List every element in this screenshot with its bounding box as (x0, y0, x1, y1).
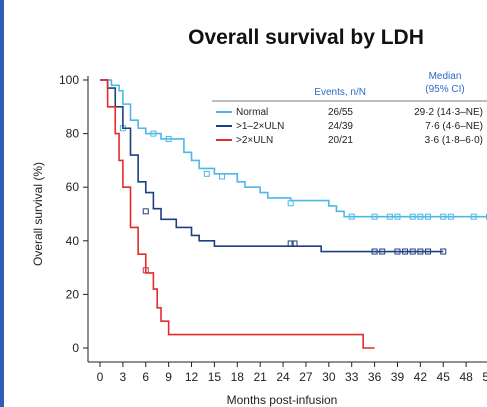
censor-mark-normal (470, 213, 477, 220)
x-tick-label: 36 (368, 370, 382, 384)
censor-mark-normal (409, 213, 416, 220)
y-tick-label: 60 (66, 180, 80, 194)
x-tick-label: 6 (142, 370, 149, 384)
legend-header-events: Events, n/N (314, 87, 366, 98)
censor-mark-1-2-uln (291, 240, 298, 247)
x-axis-label: Months post-infusion (227, 393, 338, 407)
censor-mark-1-2-uln (409, 248, 416, 255)
x-tick-label: 24 (276, 370, 290, 384)
censor-mark-1-2-uln (287, 240, 294, 247)
censor-mark-normal (287, 200, 294, 207)
y-axis-label: Overall survival (%) (31, 162, 45, 266)
x-tick-label: 12 (185, 370, 199, 384)
censor-mark-normal (386, 213, 393, 220)
x-tick-label: 9 (165, 370, 172, 384)
curves (100, 79, 487, 349)
x-tick-label: 0 (97, 370, 104, 384)
censor-mark-1-2-uln (379, 248, 386, 255)
x-tick-label: 48 (459, 370, 473, 384)
x-tick-label: 30 (322, 370, 336, 384)
censor-mark-normal (424, 213, 431, 220)
x-tick-label: 42 (414, 370, 428, 384)
legend-median: 29·2 (14·3–NE) (414, 107, 483, 118)
censor-mark-normal (417, 213, 424, 220)
legend-header-ci: (95% CI) (425, 84, 464, 95)
x-tick-label: 15 (208, 370, 222, 384)
censor-mark-1-2-uln (417, 248, 424, 255)
censor-mark-normal (348, 213, 355, 220)
censor-mark-2-uln (142, 267, 149, 274)
censor-mark-normal (394, 213, 401, 220)
censor-mark-1-2-uln (142, 208, 149, 215)
censor-mark-normal (440, 213, 447, 220)
censor-mark-1-2-uln (394, 248, 401, 255)
legend-events: 26/55 (328, 107, 353, 118)
x-tick-label: 33 (345, 370, 359, 384)
x-tick-label: 18 (231, 370, 245, 384)
curve-1-2-uln (100, 79, 444, 253)
censor-mark-normal (447, 213, 454, 220)
legend-median: 3·6 (1·8–6·0) (425, 135, 483, 146)
censor-mark-normal (371, 213, 378, 220)
y-tick-label: 20 (66, 287, 80, 301)
x-tick-label: 39 (391, 370, 405, 384)
legend-events: 24/39 (328, 121, 353, 132)
y-tick-label: 80 (66, 127, 80, 141)
censor-mark-normal (150, 130, 157, 137)
y-tick-label: 40 (66, 234, 80, 248)
censor-mark-1-2-uln (371, 248, 378, 255)
legend-series-name: >1–2×ULN (236, 121, 284, 132)
chart-title: Overall survival by LDH (188, 26, 424, 49)
legend: Events, n/N Median (95% CI) Normal 26/55 29·2… (212, 71, 487, 146)
y-tick-label: 100 (59, 73, 79, 87)
censor-mark-normal (203, 170, 210, 177)
curve-2-uln (100, 79, 375, 349)
censor-mark-1-2-uln (402, 248, 409, 255)
legend-header-median: Median (429, 71, 462, 82)
censor-mark-normal (219, 173, 226, 180)
legend-series-name: Normal (236, 107, 268, 118)
legend-events: 20/21 (328, 135, 353, 146)
x-tick-label: 45 (437, 370, 451, 384)
x-tick-label: 51 (482, 370, 487, 384)
legend-median: 7·6 (4·6–NE) (425, 121, 483, 132)
censor-mark-normal (165, 135, 172, 142)
censor-mark-1-2-uln (440, 248, 447, 255)
y-tick-label: 0 (72, 341, 79, 355)
x-tick-label: 3 (120, 370, 127, 384)
legend-series-name: >2×ULN (236, 135, 273, 146)
curve-normal (100, 79, 487, 218)
x-tick-label: 27 (299, 370, 313, 384)
censor-mark-1-2-uln (424, 248, 431, 255)
x-tick-label: 21 (253, 370, 267, 384)
